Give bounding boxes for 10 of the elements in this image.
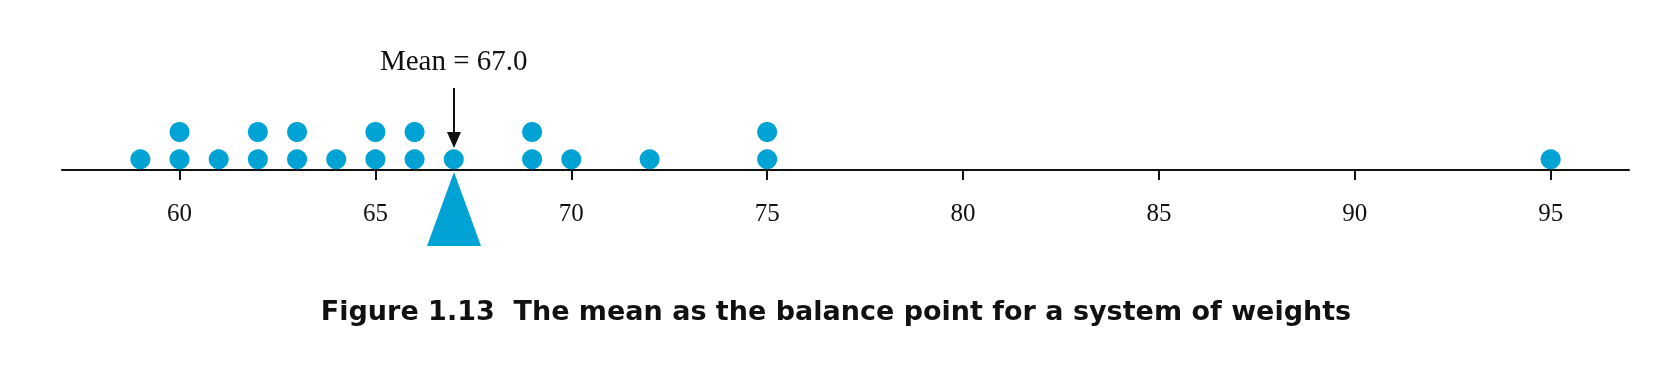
x-tick-label: 80	[950, 199, 976, 226]
x-tick-label: 70	[558, 199, 584, 226]
text: Figure 1.13 The mean as the balance point for a system of weights	[320, 295, 1352, 326]
annotation: Mean = 67.0	[378, 44, 529, 77]
x-tick-label: 95	[1538, 199, 1564, 226]
x-tick-label: 85	[1146, 199, 1172, 226]
x-tick-label: 65	[362, 199, 388, 226]
x-tick-label: 75	[754, 199, 780, 226]
x-tick-label: 60	[167, 199, 193, 226]
x-tick-label: 90	[1342, 199, 1368, 226]
